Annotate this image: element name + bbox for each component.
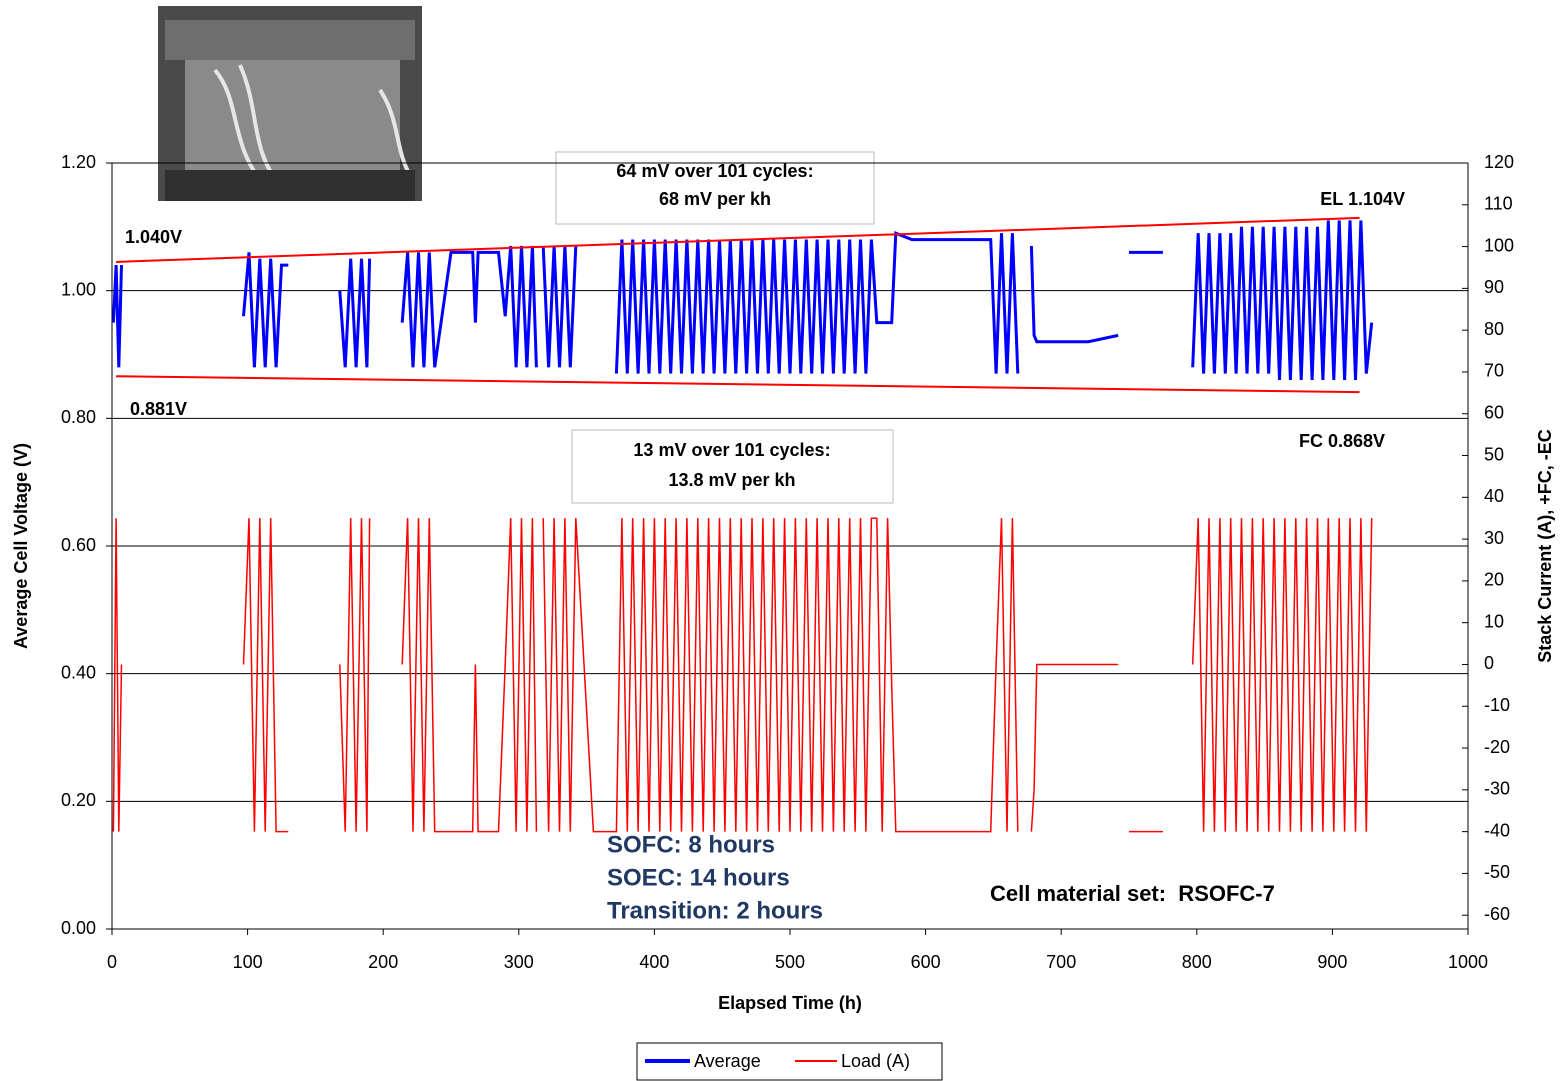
annotation: FC 0.868V [1299,431,1385,451]
annotation: 13 mV over 101 cycles: [633,440,830,460]
x-tick-label: 700 [1046,952,1076,972]
y2-axis-label: Stack Current (A), +FC, -EC [1535,429,1555,663]
x-tick-label: 0 [107,952,117,972]
y2-tick-label: -20 [1484,737,1510,757]
y2-tick-label: 30 [1484,528,1504,548]
x-tick-label: 100 [233,952,263,972]
y2-tick-label: 20 [1484,570,1504,590]
annotation: EL 1.104V [1320,189,1405,209]
y-tick-label: 1.20 [61,152,96,172]
legend-label: Load (A) [841,1051,910,1071]
annotation: SOEC: 14 hours [607,864,790,891]
y2-tick-label: 90 [1484,277,1504,297]
photo [158,6,422,201]
y2-tick-label: -30 [1484,779,1510,799]
legend-label: Average [694,1051,761,1071]
x-tick-label: 500 [775,952,805,972]
y2-tick-label: 60 [1484,402,1504,422]
annotation-box [555,151,875,225]
legend [636,1042,943,1081]
x-tick-label: 200 [368,952,398,972]
x-tick-label: 900 [1317,952,1347,972]
y2-tick-label: 80 [1484,319,1504,339]
y-axis-label: Average Cell Voltage (V) [11,443,31,649]
y2-tick-label: -10 [1484,695,1510,715]
annotation: 13.8 mV per kh [668,470,795,490]
y-tick-label: 0.80 [61,407,96,427]
annotation: SOFC: 8 hours [607,831,775,858]
x-tick-label: 400 [639,952,669,972]
y2-tick-label: 40 [1484,486,1504,506]
y2-tick-label: 120 [1484,152,1514,172]
y-tick-label: 0.00 [61,918,96,938]
data-line [112,517,1373,833]
y-tick-label: 0.60 [61,535,96,555]
y2-tick-label: 110 [1484,194,1513,214]
x-axis-label: Elapsed Time (h) [718,993,862,1013]
y2-tick-label: -50 [1484,862,1510,882]
y2-tick-label: 50 [1484,444,1504,464]
y-tick-label: 1.00 [61,279,96,299]
y2-tick-label: -40 [1484,820,1510,840]
y2-tick-label: 70 [1484,361,1504,381]
annotation: Transition: 2 hours [607,897,823,924]
x-tick-label: 600 [911,952,941,972]
trend-line [116,375,1360,394]
y-tick-label: 0.40 [61,662,96,682]
y2-tick-label: -60 [1484,904,1510,924]
trend-line [116,216,1360,263]
annotation-box [571,429,894,504]
annotation: Cell material set: RSOFC-7 [990,881,1275,906]
annotation: 0.881V [130,399,187,419]
data-line [111,220,1374,381]
y-tick-label: 0.20 [61,790,96,810]
x-tick-label: 800 [1182,952,1212,972]
y2-tick-label: 0 [1484,653,1494,673]
annotation: 1.040V [125,227,182,247]
annotation: 68 mV per kh [659,189,771,209]
annotation: 64 mV over 101 cycles: [616,161,813,181]
x-tick-label: 1000 [1448,952,1488,972]
x-tick-label: 300 [504,952,534,972]
y2-tick-label: 100 [1484,235,1514,255]
y2-tick-label: 10 [1484,611,1504,631]
